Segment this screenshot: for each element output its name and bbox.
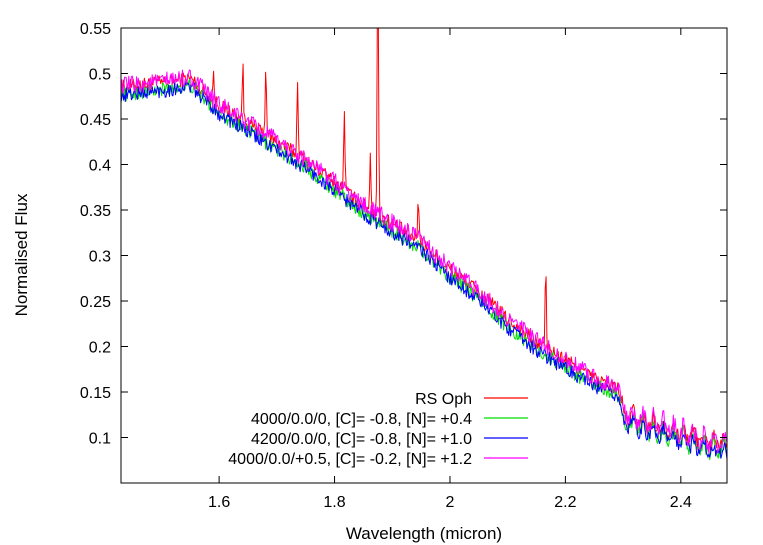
x-tick-label: 2.4 — [670, 494, 692, 511]
series-line — [121, 78, 727, 461]
series-line — [121, 28, 727, 452]
y-tick-label: 0.25 — [80, 294, 111, 311]
y-tick-label: 0.55 — [80, 21, 111, 38]
y-tick-label: 0.4 — [89, 158, 111, 175]
y-tick-label: 0.5 — [89, 67, 111, 84]
series-line — [121, 81, 727, 460]
legend-label: 4200/0.0/0, [C]= -0.8, [N]= +1.0 — [251, 431, 472, 448]
legend-label: 4000/0.0/+0.5, [C]= -0.2, [N]= +1.2 — [228, 451, 472, 468]
x-tick-label: 1.6 — [208, 494, 230, 511]
y-tick-label: 0.45 — [80, 112, 111, 129]
y-tick-label: 0.2 — [89, 340, 111, 357]
legend-label: RS Oph — [415, 391, 472, 408]
y-axis-label: Normalised Flux — [12, 193, 31, 316]
x-axis-label: Wavelength (micron) — [346, 524, 502, 543]
x-tick-label: 1.8 — [323, 494, 345, 511]
x-tick-label: 2.2 — [554, 494, 576, 511]
y-tick-label: 0.1 — [89, 431, 111, 448]
x-tick-label: 2 — [446, 494, 455, 511]
series-layer — [121, 28, 727, 461]
y-tick-label: 0.35 — [80, 203, 111, 220]
y-tick-label: 0.3 — [89, 249, 111, 266]
legend: RS Oph 4000/0.0/0, [C]= -0.8, [N]= +0.4 42… — [228, 391, 528, 468]
axis-ticks: 1.6 1.8 2 2.2 2.4 0.1 0.15 0.2 0.25 0.3 0.35 0.4 0.4… — [80, 21, 727, 511]
series-line — [121, 69, 727, 454]
y-tick-label: 0.15 — [80, 385, 111, 402]
legend-label: 4000/0.0/0, [C]= -0.8, [N]= +0.4 — [251, 411, 472, 428]
